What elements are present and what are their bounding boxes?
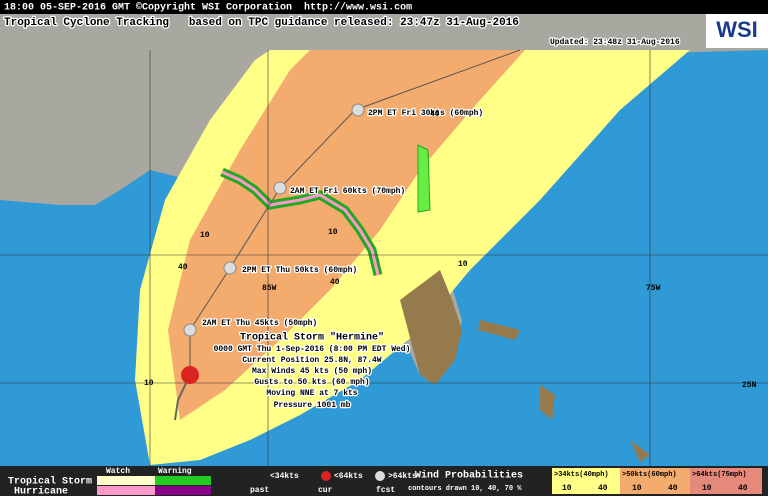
symbol-time: past [250, 486, 269, 495]
wind-class: >64kts(75mph) [692, 471, 747, 479]
watch-coast [221, 170, 380, 276]
symbol-label: <34kts [270, 472, 299, 481]
wind-tick: 10 [702, 484, 712, 493]
wind-class: >34kts(40mph) [554, 471, 609, 479]
hu-warning-swatch [155, 486, 211, 495]
symbol-time: fcst [376, 486, 395, 495]
wind-note: contours drawn 10, 40, 70 % [408, 485, 522, 493]
warning-east [417, 144, 431, 213]
wind-swatch [552, 468, 620, 494]
islands [478, 320, 650, 462]
forecast-symbol [351, 103, 365, 117]
logo-box [706, 14, 768, 48]
wind-tick: 40 [598, 484, 608, 493]
storm-info: Gusts to 50 kts (60 mph) [254, 378, 369, 387]
grid-label: 85W [262, 284, 277, 293]
storm-name: Tropical Storm "Hermine" [240, 332, 384, 344]
logo: WSI [716, 17, 758, 42]
contour-label: 10 [144, 379, 154, 388]
storm-info: Current Position 25.8N, 87.4W [242, 356, 381, 365]
grid-label: 25N [742, 381, 757, 390]
symbol-label: >64kts [388, 472, 417, 481]
forecast-track [189, 49, 521, 375]
legend-label: Watch [106, 467, 130, 476]
ts-watch-swatch [97, 476, 155, 485]
legend-label: Warning [158, 467, 192, 476]
grid-lines [0, 50, 768, 466]
storm-info: Moving NNE at 7 kts [266, 389, 357, 398]
ts-warning-swatch [155, 476, 211, 485]
storm-info: Pressure 1001 mb [274, 401, 351, 410]
grid-label: 75W [646, 284, 661, 293]
wind-title: Wind Probabilities [415, 470, 523, 482]
cur-symbol [321, 471, 331, 481]
header-line: 18:00 05-SEP-2016 GMT ©Copyright WSI Cor… [4, 2, 412, 14]
fcst-symbol [375, 471, 385, 481]
header-title: Tropical Cyclone Tracking based on TPC g… [4, 17, 519, 29]
storm-info: 0000 GMT Thu 1-Sep-2016 (8:00 PM EDT Wed… [214, 345, 411, 354]
wind-class: >50kts(60mph) [622, 471, 677, 479]
current-position [181, 366, 199, 384]
forecast-label: 2PM ET Fri 30kts (60mph) [368, 109, 483, 118]
symbol-time: cur [318, 486, 333, 495]
probability-40 [168, 50, 525, 420]
forecast-label: 2AM ET Thu 45kts (50mph) [202, 319, 317, 328]
forecast-label: 2PM ET Thu 50kts (60mph) [242, 266, 357, 275]
forecast-symbol [183, 323, 197, 337]
wind-tick: 40 [738, 484, 748, 493]
storm-info: Max Winds 45 kts (50 mph) [252, 367, 372, 376]
hu-watch-swatch [97, 486, 155, 495]
contour-label: 10 [200, 231, 210, 240]
wind-tick: 10 [632, 484, 642, 493]
contour-label: 40 [330, 278, 340, 287]
contour-label: 10 [458, 260, 468, 269]
legend-label: Hurricane [14, 486, 68, 496]
forecast-label: 2AM ET Fri 60kts (70mph) [290, 187, 405, 196]
header-bar [0, 0, 768, 14]
symbol-label: <64kts [334, 472, 363, 481]
legend-label: Tropical Storm [8, 476, 92, 488]
wind-tick: 40 [668, 484, 678, 493]
forecast-symbol [223, 261, 237, 275]
wind-tick: 10 [562, 484, 572, 493]
contour-label: 40 [178, 263, 188, 272]
forecast-symbol [273, 181, 287, 195]
contour-label: 40 [430, 110, 440, 119]
peninsula [400, 270, 462, 385]
wind-swatch [690, 468, 762, 494]
past-track [174, 374, 191, 421]
updated: Updated: 23:48z 31-Aug-2016 [550, 38, 680, 47]
contour-label: 10 [328, 228, 338, 237]
wind-swatch [620, 468, 690, 494]
